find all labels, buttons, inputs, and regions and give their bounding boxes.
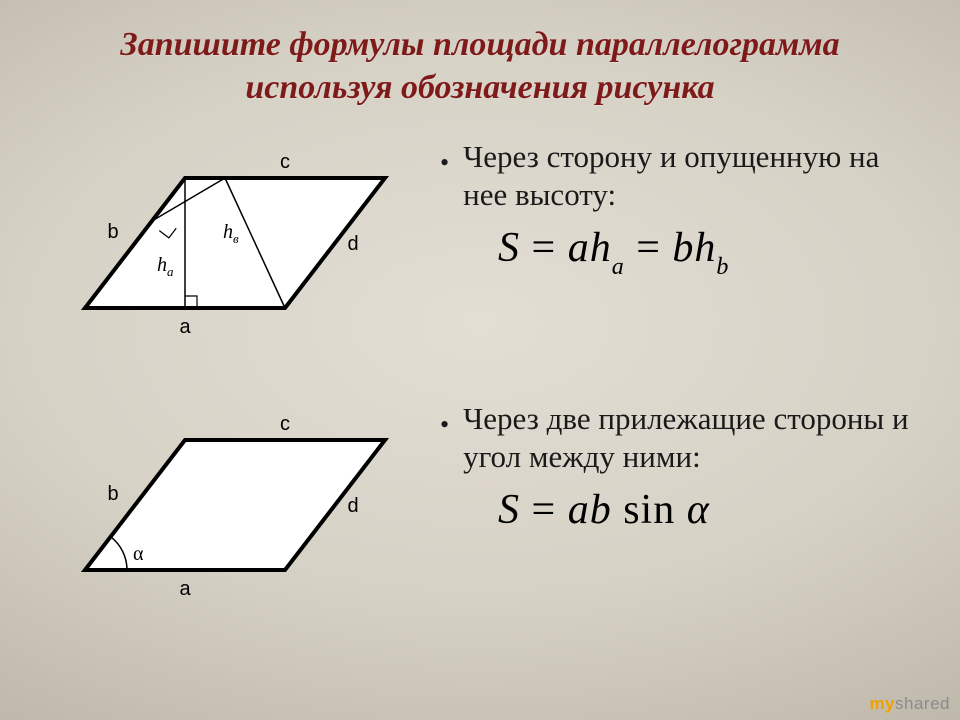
slide: Запишите формулы площади параллелограмма… bbox=[0, 0, 960, 720]
bullet-dot-1: • bbox=[440, 150, 449, 176]
label-b-2: b bbox=[107, 483, 118, 505]
figure-2-cell: α a b c d bbox=[0, 400, 440, 610]
label-d-2: d bbox=[347, 495, 358, 517]
row-2: α a b c d • Через две прилежащие стороны… bbox=[0, 400, 960, 610]
label-c-2: c bbox=[280, 413, 290, 435]
watermark-my: my bbox=[869, 694, 895, 713]
label-a-2: a bbox=[179, 578, 191, 600]
text-2-cell: • Через две прилежащие стороны и угол ме… bbox=[440, 400, 960, 534]
label-alpha: α bbox=[133, 543, 144, 565]
bullet-1-text: Через сторону и опущенную на нее высоту: bbox=[463, 138, 930, 214]
content-area: a b c d ha hв • Через сторону и опущенну… bbox=[0, 130, 960, 610]
formula-2: S = ab sin α bbox=[498, 486, 930, 534]
watermark-shared: shared bbox=[895, 694, 950, 713]
bullet-2-line: • Через две прилежащие стороны и угол ме… bbox=[440, 400, 930, 476]
bullet-dot-2: • bbox=[440, 412, 449, 438]
watermark: myshared bbox=[869, 694, 950, 714]
label-c: c bbox=[280, 151, 290, 173]
figure-2: α a b c d bbox=[15, 400, 425, 610]
label-b: b bbox=[107, 221, 118, 243]
bullet-2-text: Через две прилежащие стороны и угол межд… bbox=[463, 400, 930, 476]
formula-1: S = aha = bhb bbox=[498, 224, 930, 277]
title-line-1: Запишите формулы площади параллелограмма bbox=[120, 26, 839, 63]
label-d: d bbox=[347, 233, 358, 255]
text-1-cell: • Через сторону и опущенную на нее высот… bbox=[440, 138, 960, 277]
figure-1: a b c d ha hв bbox=[15, 138, 425, 348]
title-line-2: используя обозначения рисунка bbox=[245, 69, 714, 106]
parallelogram-2 bbox=[85, 440, 385, 570]
row-1: a b c d ha hв • Через сторону и опущенну… bbox=[0, 138, 960, 348]
bullet-1-line: • Через сторону и опущенную на нее высот… bbox=[440, 138, 930, 214]
label-a: a bbox=[179, 316, 191, 338]
slide-title: Запишите формулы площади параллелограмма… bbox=[0, 0, 960, 121]
figure-1-cell: a b c d ha hв bbox=[0, 138, 440, 348]
